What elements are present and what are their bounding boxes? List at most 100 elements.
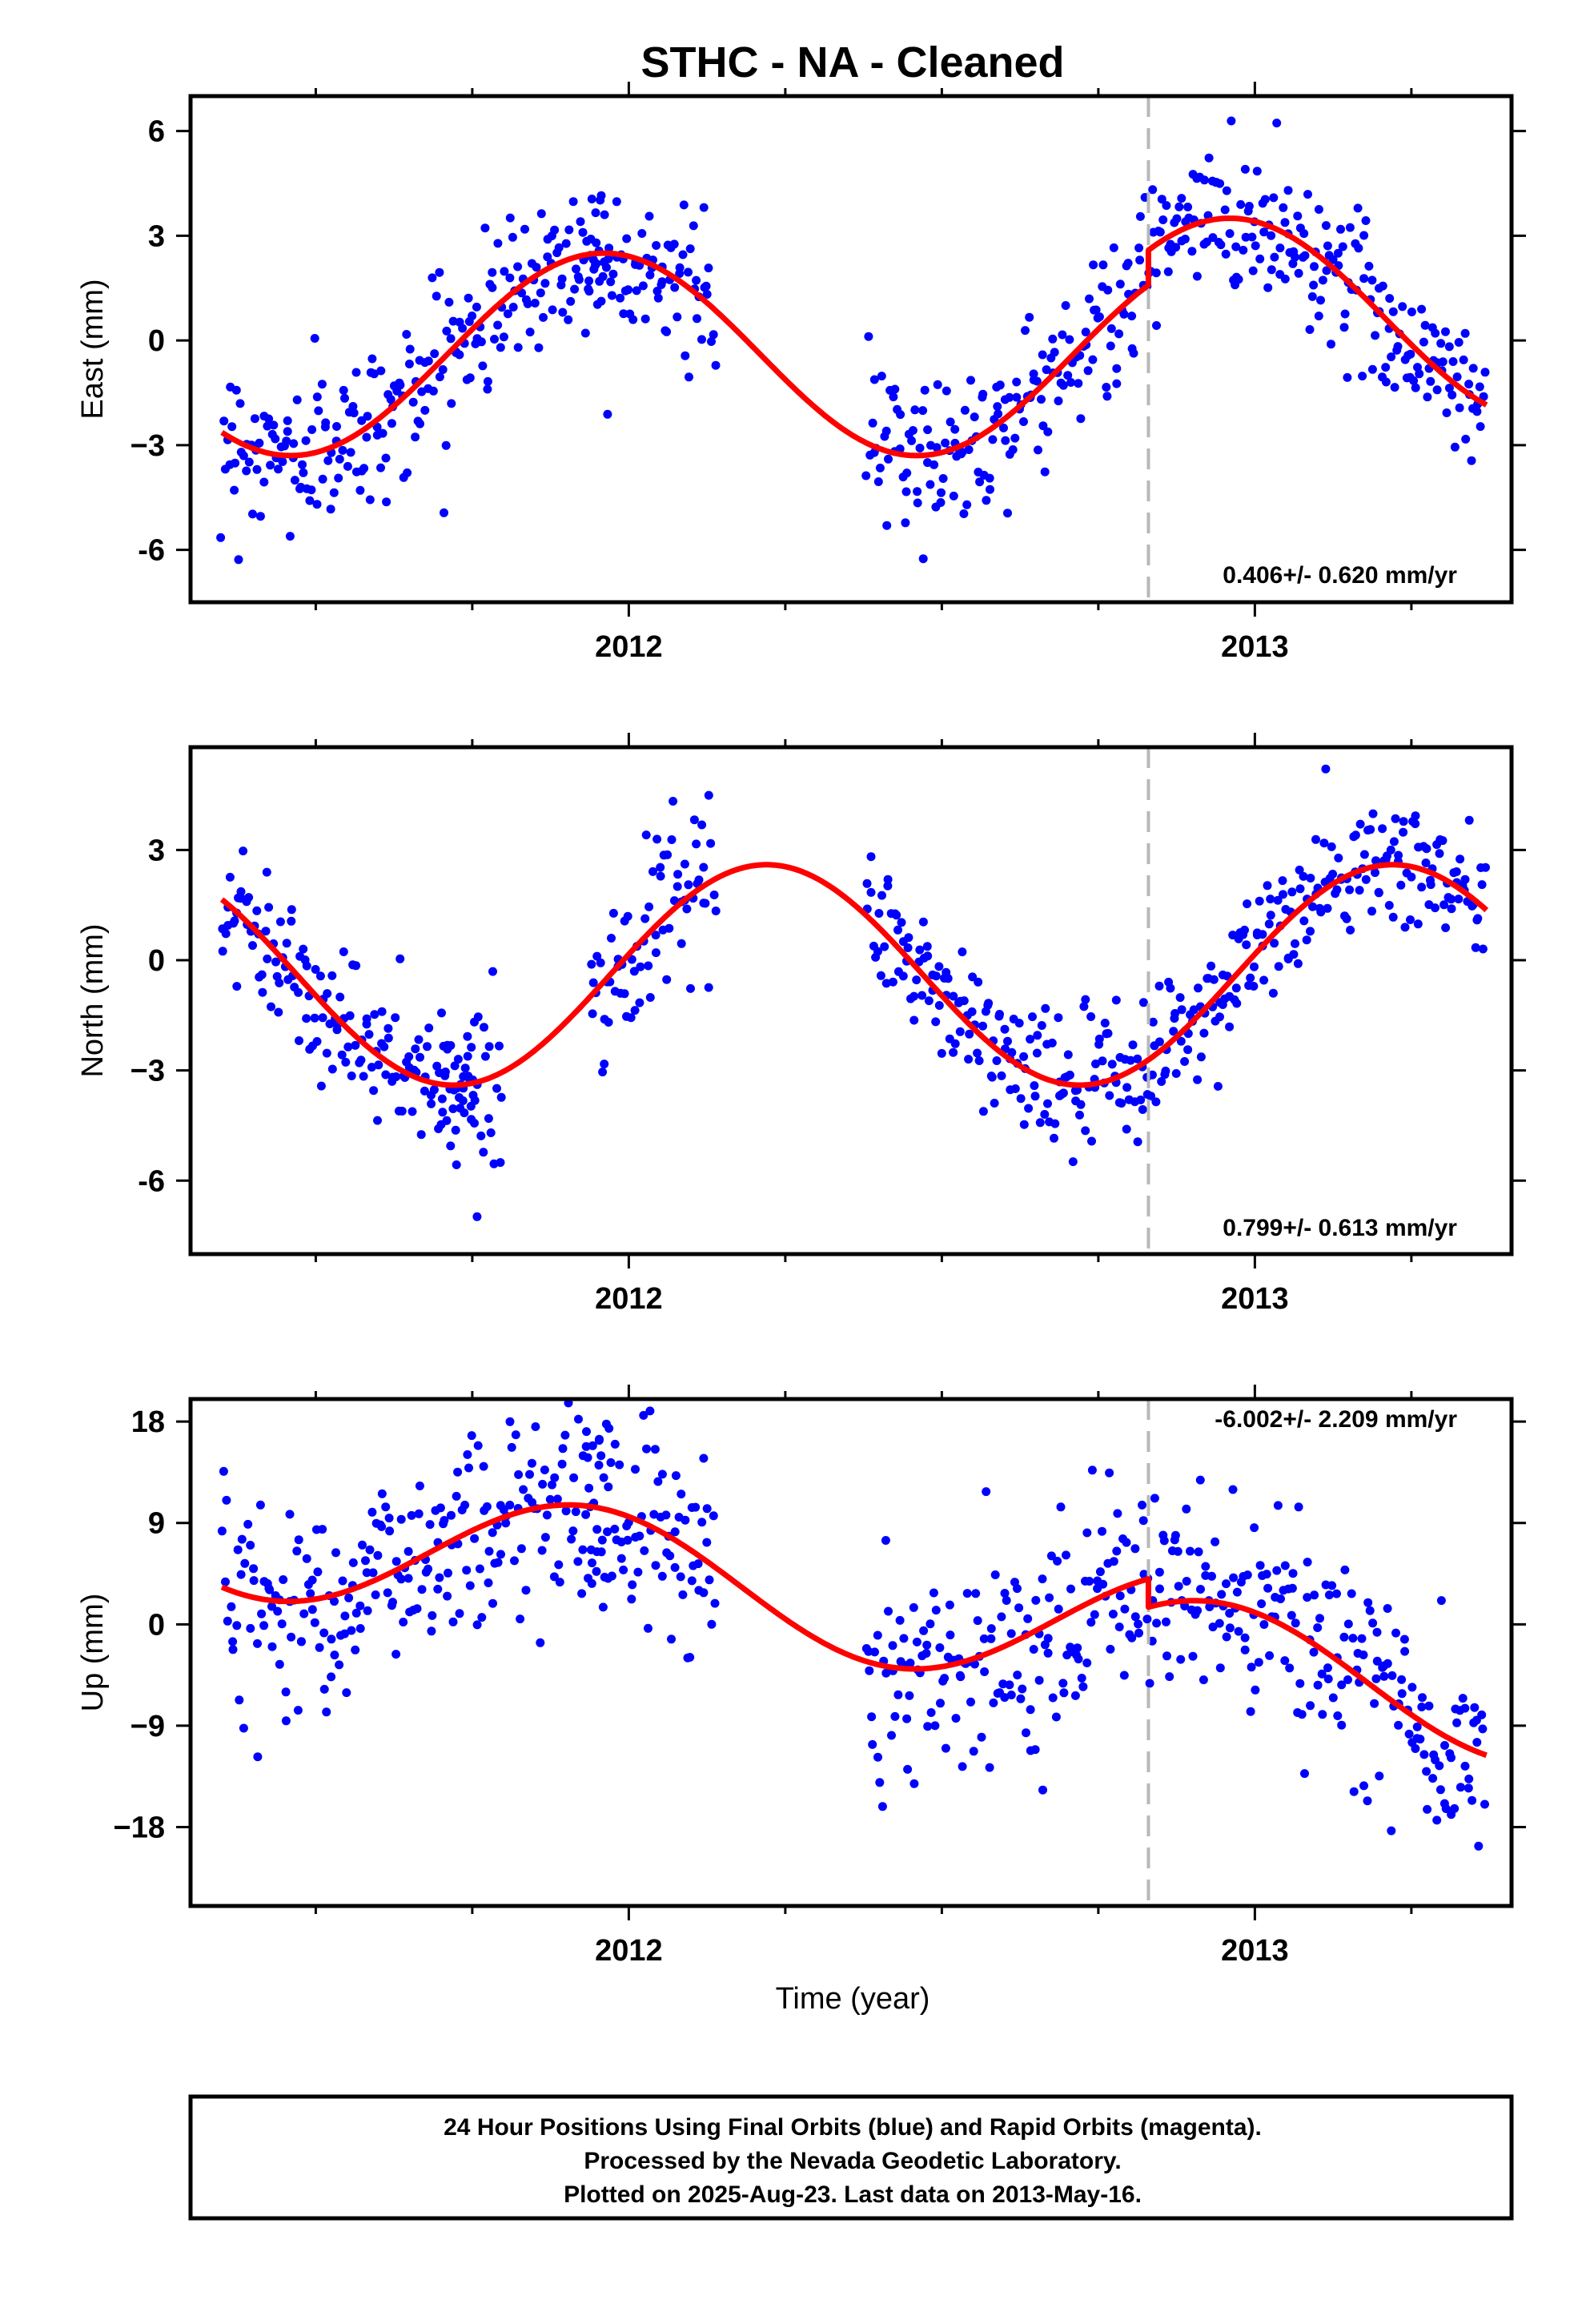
data-point [428,1610,437,1620]
data-point [1154,1037,1164,1047]
data-point [1050,1119,1060,1128]
data-point [930,460,939,469]
data-point [1328,1693,1338,1703]
data-point [685,244,695,254]
data-point [1028,1012,1037,1022]
data-point [1279,890,1287,899]
data-point [1447,390,1457,400]
data-point [1082,1528,1092,1538]
data-point [1309,1647,1319,1657]
data-point [1318,1710,1327,1719]
data-point [1423,1804,1432,1814]
data-point [1280,274,1290,283]
data-point [577,1589,587,1598]
data-point [622,234,632,243]
data-point [685,372,693,382]
data-point [430,349,440,359]
data-point [339,947,348,956]
data-point [1411,1744,1420,1753]
x-axis-label: Time (year) [776,1982,930,2016]
data-point [909,1602,918,1612]
data-point [222,1495,231,1505]
data-point [287,916,296,926]
data-point [437,1094,447,1104]
data-point [310,334,319,343]
data-point [440,1516,449,1525]
data-point [1287,887,1297,897]
data-point [887,1731,896,1740]
data-point [1400,1647,1410,1656]
data-point [1031,1595,1041,1605]
data-point [902,1714,912,1723]
data-point [881,979,891,988]
data-point [910,405,920,415]
data-point [231,385,241,395]
data-point [377,1522,387,1531]
data-point [638,281,648,291]
data-point [470,1096,480,1105]
data-point [632,286,641,296]
data-point [387,419,396,428]
data-point [1450,442,1460,452]
data-point [1114,329,1124,339]
data-point [1252,167,1262,176]
data-point [1359,274,1369,283]
data-point [1059,1688,1069,1698]
data-point [239,451,248,460]
data-point [343,461,352,471]
data-point [934,1001,944,1010]
data-point [1098,260,1108,270]
data-point [448,1104,458,1113]
data-point [893,925,902,935]
data-point [644,961,653,971]
data-point [510,1556,519,1566]
data-point [1138,1105,1147,1114]
data-point [483,376,492,386]
data-point [1411,383,1420,392]
data-point [377,1489,387,1498]
data-point [364,1030,374,1039]
data-point [619,309,628,319]
data-point [1479,392,1488,401]
data-point [877,1802,887,1811]
data-point [998,1679,1008,1689]
data-point [1385,294,1395,304]
data-point [1480,1799,1489,1809]
data-point [1299,916,1309,926]
data-point [959,996,969,1006]
data-point [968,972,978,982]
data-point [1196,1585,1205,1594]
data-point [616,293,625,303]
data-point [1278,876,1287,886]
data-point [1279,203,1288,212]
data-point [1337,1720,1347,1730]
data-point [1166,983,1175,993]
data-point [936,1699,945,1708]
data-point [1108,1610,1118,1618]
data-point [425,1520,435,1530]
data-point [1367,907,1376,916]
data-point [1157,195,1166,204]
data-point [1250,962,1259,971]
data-point [549,1572,559,1582]
data-point [1263,1583,1273,1593]
data-point [682,904,692,914]
data-point [1030,1745,1040,1755]
data-point [988,435,998,444]
data-point [1182,1577,1191,1586]
data-point [397,1107,407,1116]
data-point [1117,1099,1126,1108]
data-point [1043,1634,1053,1643]
data-point [1272,1566,1282,1575]
data-point [1183,1045,1193,1055]
data-point [942,386,951,396]
data-point [648,866,657,876]
data-point [671,1471,681,1481]
data-point [365,1545,375,1554]
data-point [1477,1710,1487,1719]
data-point [899,1634,909,1643]
data-point [460,1063,470,1073]
data-point [480,223,490,233]
data-point [244,893,254,903]
